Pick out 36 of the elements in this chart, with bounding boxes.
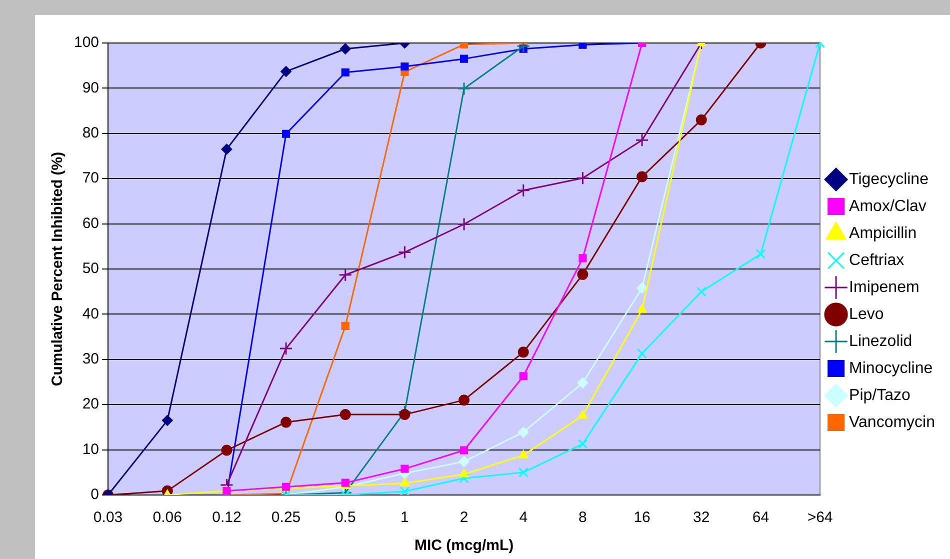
y-tick-label: 40 [82,305,100,322]
x-tick-label: >64 [807,509,833,526]
x-tick-label: 0.5 [334,509,356,526]
legend-label: Vancomycin [849,414,936,431]
y-tick-label: 60 [82,214,100,232]
x-tick-label: 64 [752,509,770,526]
legend-label: Levo [849,306,884,323]
legend-label: Amox/Clav [849,198,926,215]
x-tick-label: 0.12 [212,509,242,526]
legend-label: Pip/Tazo [849,386,911,404]
y-tick-label: 70 [82,170,100,187]
legend-label: Ampicillin [849,224,917,242]
x-tick-label: 16 [634,509,650,526]
legend-label: Imipenem [849,278,920,296]
legend-label: Tigecycline [849,170,929,188]
y-tick-label: 50 [82,260,100,278]
x-tick-label: 0.06 [152,509,182,526]
y-axis-title: Cumulative Percent Inhibited (%) [49,152,66,386]
x-tick-label: 4 [519,509,528,526]
y-tick-label: 30 [82,350,100,368]
legend-label: Ceftriax [849,252,904,269]
legend-label: Minocycline [849,360,933,377]
y-tick-label: 10 [82,440,100,458]
y-tick-label: 100 [74,34,100,52]
x-tick-label: 8 [578,509,587,526]
x-tick-label: 1 [400,509,409,526]
x-tick-label: 2 [460,509,468,526]
legend-label: Linezolid [849,332,912,350]
x-tick-label: 0.25 [271,509,301,526]
y-tick-label: 20 [82,396,100,413]
x-tick-label: 32 [693,509,710,526]
y-tick-label: 80 [82,124,100,142]
x-tick-label: 0.03 [93,509,123,526]
x-axis-title: MIC (mcg/mL) [414,537,514,554]
y-tick-label: 90 [82,79,100,96]
y-tick-label: 0 [90,486,100,504]
